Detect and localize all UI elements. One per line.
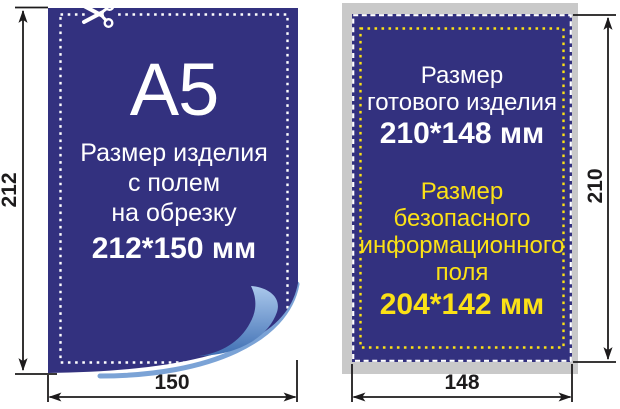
bleed-size-value: 212*150 мм (91, 232, 257, 265)
safe-area-caption-line: безопасного (393, 205, 531, 232)
right-card-text: Размер готового изделия 210*148 мм Разме… (352, 62, 572, 324)
right-card-shape (352, 14, 572, 362)
dimension-lines (15, 6, 616, 402)
bleed-size-caption-line: с полем (127, 169, 221, 197)
left-width-dim-label: 150 (154, 371, 190, 394)
finished-size-caption-line: готового изделия (366, 89, 558, 116)
finished-size-caption-line: Размер (420, 62, 504, 89)
left-height-dim-label: 212 (0, 172, 21, 208)
page-curl (199, 286, 278, 356)
safe-area-caption-line: информационного (359, 232, 565, 259)
safe-area-caption-line: поля (435, 259, 489, 286)
left-card-text: A5 Размер изделия с полем на обрезку 212… (60, 50, 288, 266)
safe-area-border-dotted (359, 27, 565, 349)
right-height-dim-label: 210 (584, 168, 607, 204)
scissors-icon (82, 0, 117, 28)
safe-area-size-value: 204*142 мм (379, 288, 545, 321)
safe-area-caption-line: Размер (420, 178, 504, 205)
trim-border-dashed (352, 14, 572, 362)
left-card-shape (48, 8, 298, 373)
finished-size-value: 210*148 мм (379, 117, 545, 150)
format-label: A5 (129, 48, 220, 131)
bleed-size-caption-line: на обрезку (111, 199, 237, 227)
left-card (48, 0, 300, 379)
right-width-dim-label: 148 (444, 371, 480, 394)
bleed-size-caption-line: Размер изделия (80, 139, 268, 167)
right-card (342, 3, 578, 374)
